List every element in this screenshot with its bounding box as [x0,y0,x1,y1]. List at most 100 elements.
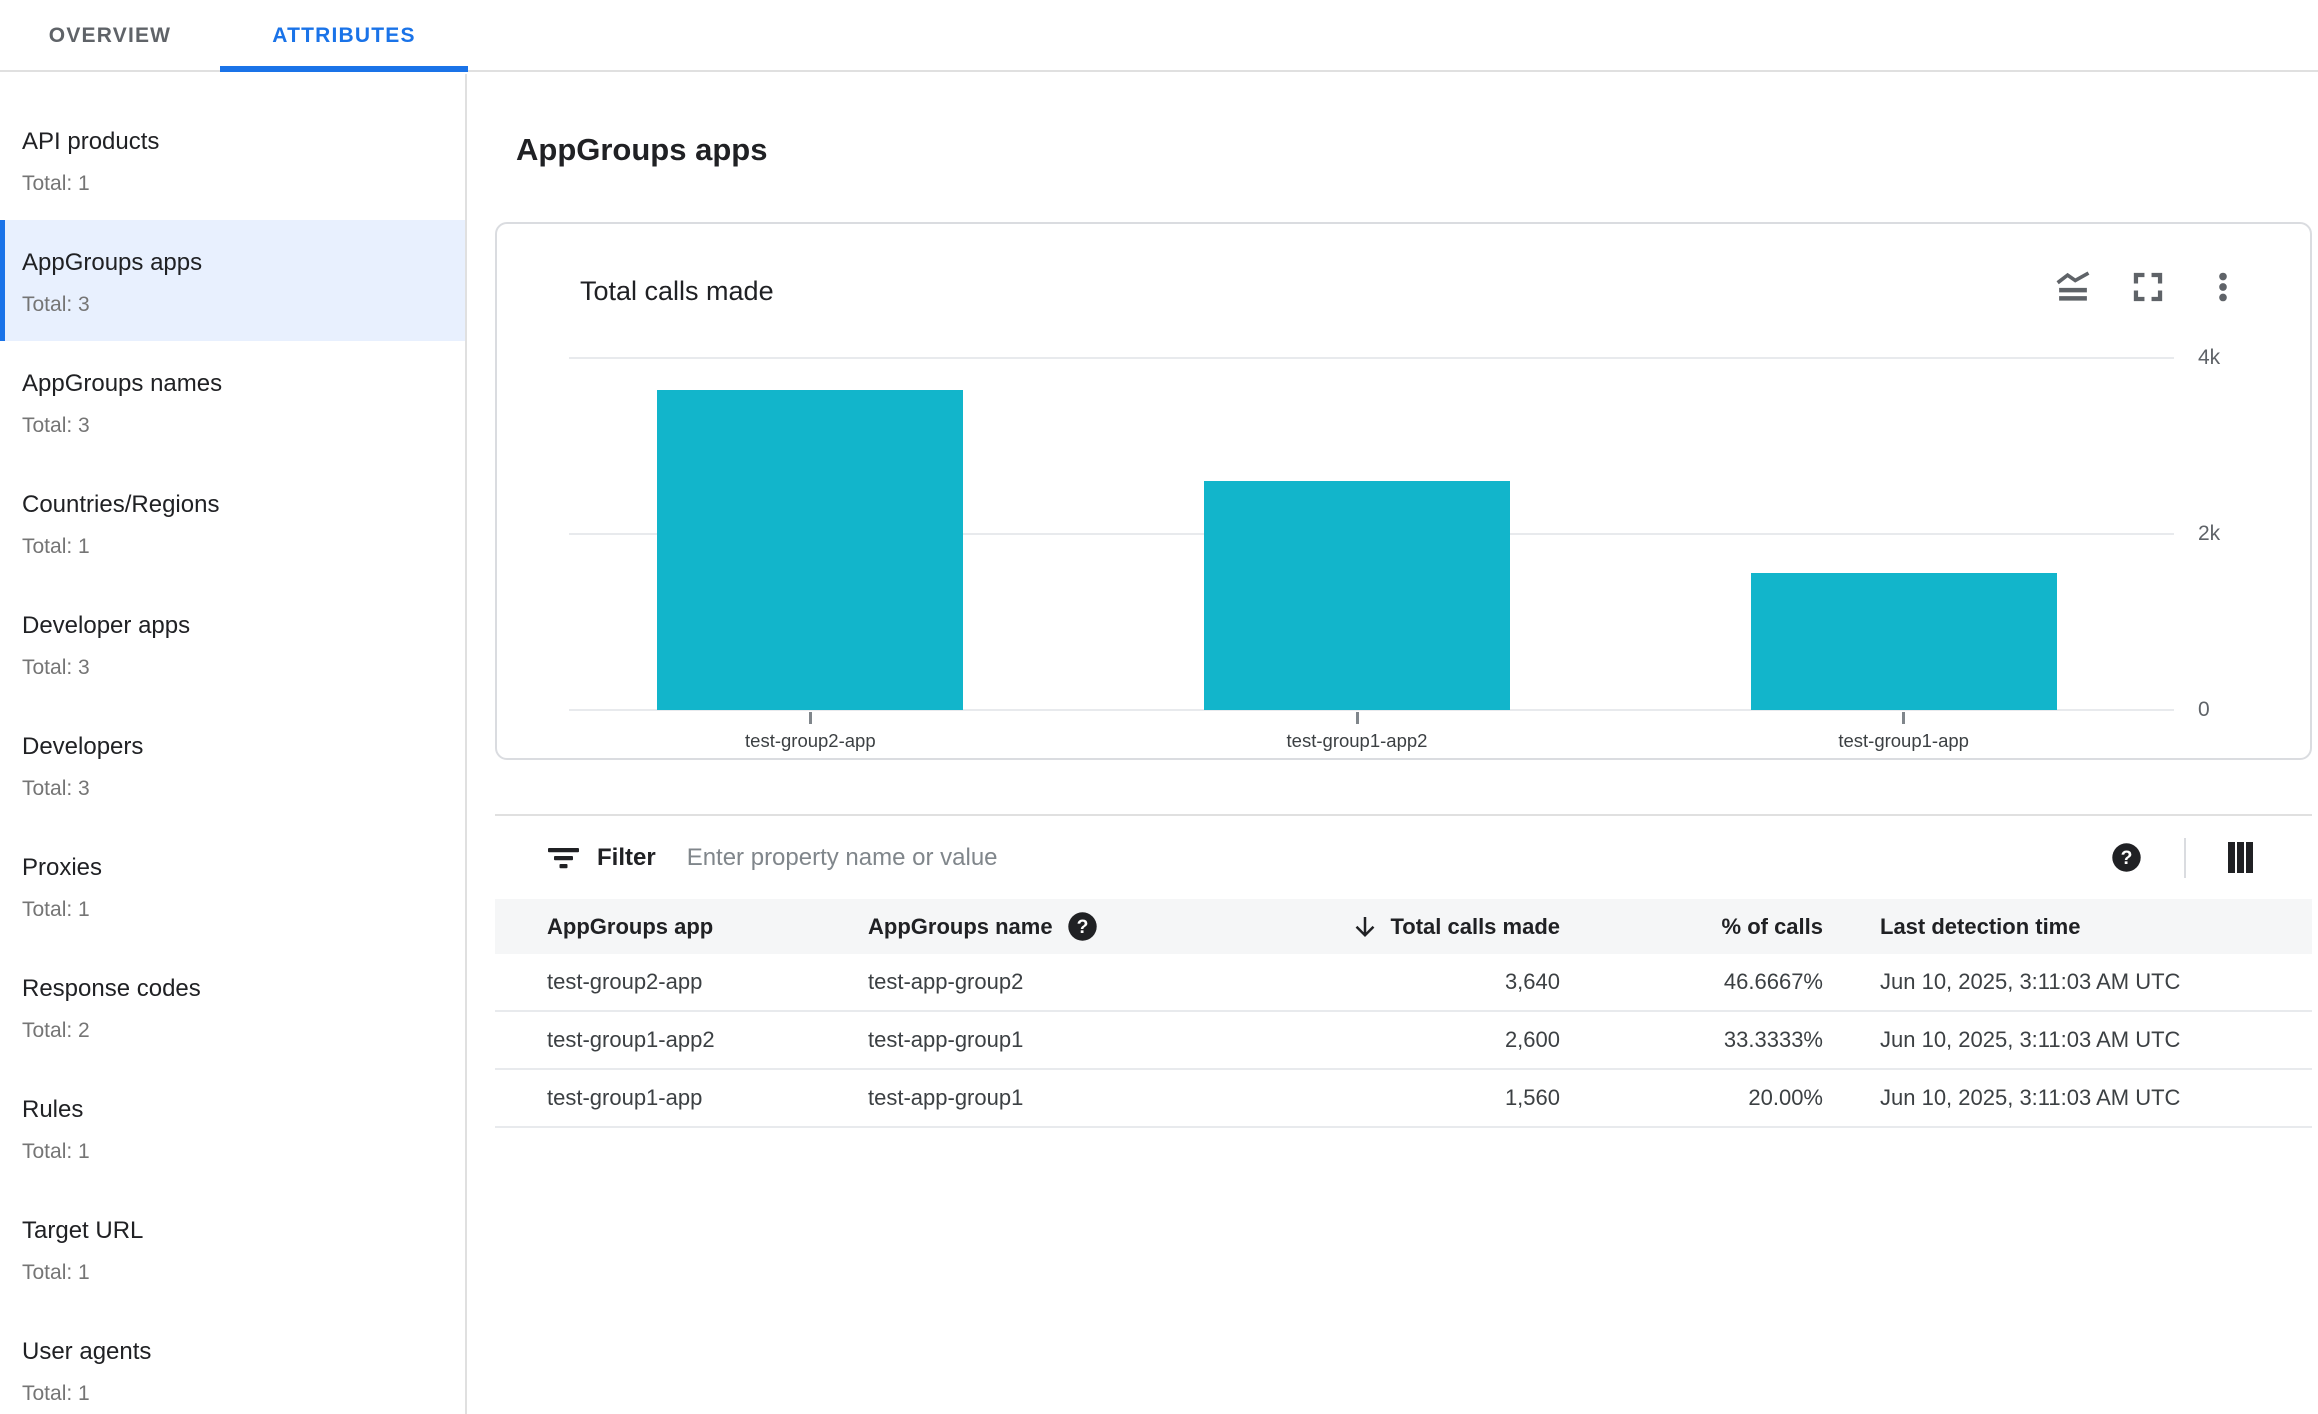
y-axis-label: 0 [2198,698,2210,721]
filter-help-icon[interactable]: ? [2111,842,2142,873]
sidebar-item-total: Total: 1 [22,535,90,558]
cell-of-calls: 46.6667% [1723,969,1823,994]
cell-appgroups-app: test-group2-app [547,969,703,994]
sidebar-item-title: Response codes [22,975,201,1002]
attributes-sidebar: API products Total: 1 AppGroups apps Tot… [0,74,467,1414]
column-header-last-detection-time[interactable]: Last detection time [1823,914,2312,940]
column-header-of-calls[interactable]: % of calls [1560,914,1823,940]
sidebar-item-title: Proxies [22,854,103,881]
svg-text:?: ? [1076,916,1088,938]
sidebar-item-user-agents[interactable]: User agents Total: 1 [0,1309,465,1414]
sidebar-item-title: Developers [22,733,144,760]
table-row-test-group1-app2: test-group1-app2 test-app-group1 2,600 33.3… [495,1012,2312,1070]
column-header-appgroups-name[interactable]: AppGroups name? [868,911,1300,942]
sidebar-item-title: User agents [22,1338,152,1365]
filter-icon [547,846,580,870]
x-axis-label-test-group1-app: test-group1-app [1838,730,1969,751]
filter-input[interactable] [686,843,2111,872]
attribute-table-section: Filter ? AppGrou [495,814,2312,1128]
x-axis-tick [1902,712,1906,724]
main-content: AppGroups apps Total calls made [468,72,2318,1414]
sidebar-item-rules[interactable]: Rules Total: 1 [0,1067,465,1188]
table-row-test-group2-app: test-group2-app test-app-group2 3,640 46.66… [495,954,2312,1012]
cell-appgroups-name: test-app-group1 [868,1027,1024,1052]
sidebar-item-title: AppGroups names [22,370,223,397]
sidebar-item-total: Total: 3 [22,777,90,800]
cell-total-calls-made: 2,600 [1504,1027,1560,1052]
column-header-label: AppGroups name [868,913,1053,939]
cell-appgroups-name: test-app-group1 [868,1085,1024,1110]
tab-overview-label: OVERVIEW [48,24,172,47]
sidebar-item-developers[interactable]: Developers Total: 3 [0,704,465,825]
x-axis-tick [1355,712,1359,724]
sidebar-item-title: Countries/Regions [22,491,220,518]
chart-type-icon[interactable] [2056,270,2090,304]
sidebar-item-title: AppGroups apps [22,249,203,276]
gridline-4k [569,357,2174,359]
column-header-total-calls-made[interactable]: Total calls made [1300,912,1560,942]
column-header-label: Last detection time [1880,913,2081,939]
bar-chart: 0 2k 4k test-group2-app test-group1-app2 test… [497,224,2310,758]
sidebar-item-total: Total: 3 [22,414,90,437]
sidebar-item-total: Total: 1 [22,172,90,195]
tab-attributes-label: ATTRIBUTES [272,24,416,47]
table-row-test-group1-app: test-group1-app test-app-group1 1,560 20.00… [495,1070,2312,1128]
sidebar-item-proxies[interactable]: Proxies Total: 1 [0,825,465,946]
fullscreen-icon[interactable] [2131,270,2165,304]
sidebar-item-total: Total: 1 [22,1261,90,1284]
chart-actions [2056,270,2240,304]
sidebar-item-response-codes[interactable]: Response codes Total: 2 [0,946,465,1067]
cell-total-calls-made: 3,640 [1504,969,1560,994]
sidebar-item-title: Developer apps [22,612,191,639]
column-picker-icon[interactable] [2228,842,2253,873]
cell-last-detection-time: Jun 10, 2025, 3:11:03 AM UTC [1880,969,2181,994]
cell-appgroups-app: test-group1-app2 [547,1027,715,1052]
sidebar-item-title: API products [22,128,160,155]
cell-of-calls: 20.00% [1748,1085,1823,1110]
cell-appgroups-app: test-group1-app [547,1085,703,1110]
sidebar-item-api-products[interactable]: API products Total: 1 [0,99,465,220]
x-axis-tick [808,712,812,724]
sidebar-item-title: Rules [22,1096,84,1123]
tab-overview[interactable]: OVERVIEW [0,0,220,72]
filter-separator [2184,837,2186,878]
sidebar-item-total: Total: 3 [22,656,90,679]
filter-row: Filter ? [495,816,2312,899]
filter-label: Filter [597,843,656,871]
column-header-label: Total calls made [1390,913,1560,939]
sidebar-item-appgroups-apps[interactable]: AppGroups apps Total: 3 [0,220,465,341]
y-axis-label: 4k [2198,346,2221,369]
sidebar-item-countries-regions[interactable]: Countries/Regions Total: 1 [0,462,465,583]
x-axis-label-test-group1-app2: test-group1-app2 [1286,730,1428,751]
cell-total-calls-made: 1,560 [1504,1085,1560,1110]
sort-descending-icon [1350,912,1380,942]
sidebar-item-total: Total: 2 [22,1019,90,1042]
bar-test-group1-app [1750,572,2057,710]
tab-attributes[interactable]: ATTRIBUTES [220,0,468,72]
x-axis-label-test-group2-app: test-group2-app [745,730,876,751]
cell-appgroups-name: test-app-group2 [868,969,1024,994]
gridline-0 [569,709,2174,711]
cell-of-calls: 33.3333% [1723,1027,1823,1052]
cell-last-detection-time: Jun 10, 2025, 3:11:03 AM UTC [1880,1085,2181,1110]
sidebar-item-total: Total: 1 [22,1382,90,1405]
sidebar-item-title: Target URL [22,1217,144,1244]
chart-title: Total calls made [580,276,774,306]
column-header-label: AppGroups app [547,913,714,939]
bar-test-group1-app2 [1204,481,1510,710]
attribute-table: AppGroups app AppGroups name? Total calls … [495,899,2312,1128]
page-title: AppGroups apps [516,132,768,167]
bar-test-group2-app [657,389,964,710]
sidebar-item-target-url[interactable]: Target URL Total: 1 [0,1188,465,1309]
sidebar-item-total: Total: 3 [22,293,90,316]
column-header-label: % of calls [1721,913,1823,939]
svg-text:?: ? [2121,847,2133,869]
table-header-row: AppGroups app AppGroups name? Total calls … [495,899,2312,954]
column-help-icon[interactable]: ? [1067,911,1098,942]
more-options-icon[interactable] [2206,270,2240,304]
sidebar-item-appgroups-names[interactable]: AppGroups names Total: 3 [0,341,465,462]
sidebar-item-total: Total: 1 [22,1140,90,1163]
column-header-appgroups-app[interactable]: AppGroups app [495,914,868,940]
sidebar-item-developer-apps[interactable]: Developer apps Total: 3 [0,583,465,704]
